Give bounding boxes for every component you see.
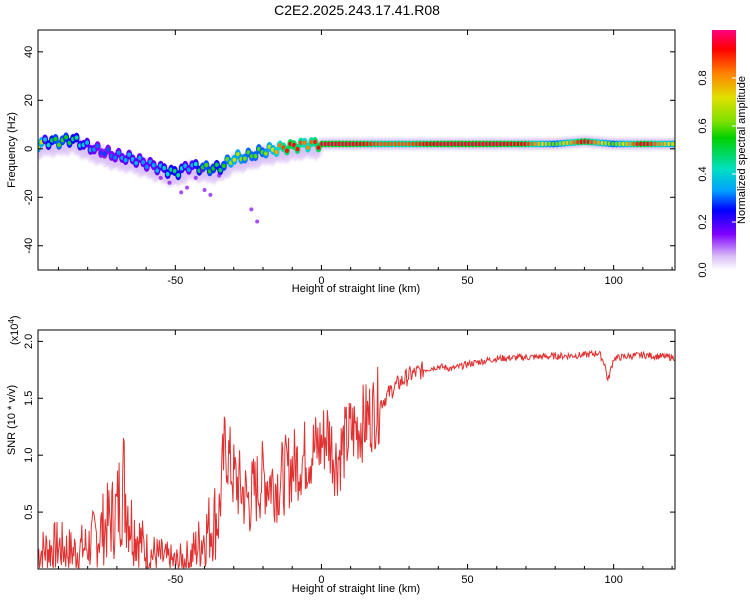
spectrogram-cell: [64, 135, 69, 140]
spectrogram-cell: [183, 163, 188, 168]
colorbar: 0.0 0.2 0.4 0.6 0.8 Normalized spectral ampl…: [697, 30, 748, 278]
spectrogram-marks: [38, 132, 675, 224]
spectrogram-cell: [162, 165, 167, 171]
snr-ytick-label: 0.5: [23, 504, 35, 519]
snr-xtick-label: -50: [167, 574, 183, 586]
spectrogram-ylabel: Frequency (Hz): [6, 112, 18, 188]
spectrogram-cell: [313, 139, 318, 145]
snr-ytick-label: 2.0: [23, 334, 35, 349]
spectrogram-cell: [57, 142, 62, 148]
spectrogram-cell: [214, 162, 219, 168]
spectrogram-cell: [670, 141, 675, 147]
spectrogram-cell: [95, 143, 100, 149]
spectrogram-cell: [134, 160, 139, 166]
spectrogram-cell: [242, 156, 247, 161]
spectrogram-cell: [172, 168, 177, 174]
snr-series-line: [38, 349, 675, 569]
spectrogram-speckle: [185, 185, 190, 190]
figure-title: C2E2.2025.243.17.41.R08: [274, 2, 440, 18]
spectrogram-cell: [127, 152, 132, 157]
spectrogram-cell: [74, 135, 79, 140]
snr-xtick-label: 50: [461, 574, 473, 586]
spectrogram-cell: [316, 145, 321, 150]
spectrogram-xtick-label: 50: [461, 275, 473, 287]
spectrogram-cell: [141, 160, 146, 165]
spectrogram-cell: [204, 162, 209, 168]
spectrogram-cell: [85, 140, 90, 145]
spectrogram-speckle: [249, 207, 254, 212]
colorbar-tick-label: 0.6: [697, 118, 709, 133]
colorbar-gradient: [712, 30, 736, 270]
spectrogram-cell: [165, 171, 170, 177]
spectrogram-cell: [221, 163, 226, 169]
spectrogram-speckle: [202, 188, 207, 192]
spectrogram-cell: [253, 153, 258, 159]
spectrogram-cell: [67, 140, 72, 146]
spectrogram-xlabel: Height of straight line (km): [292, 283, 420, 295]
spectrogram-ytick-label: -20: [23, 189, 35, 205]
colorbar-ticks: 0.0 0.2 0.4 0.6 0.8: [697, 70, 736, 278]
spectrogram-ytick-label: 20: [23, 94, 35, 106]
snr-ticks: -50 0 50 100 0.5 1.0 1.5 2.0: [23, 330, 675, 586]
snr-ylabel: SNR (10 * v/v): [6, 385, 18, 455]
spectrogram-cell: [193, 161, 198, 167]
spectrogram-speckle: [255, 219, 260, 224]
spectrogram-cell: [106, 147, 111, 152]
spectrogram-xtick-label: 0: [318, 275, 324, 287]
spectrogram-cell: [113, 155, 118, 160]
spectrogram-speckle: [179, 190, 184, 195]
spectrogram-cell: [274, 149, 279, 155]
spectrogram-speckle: [167, 180, 172, 185]
snr-xlabel: Height of straight line (km): [292, 583, 420, 595]
spectrogram-ytick-label: 0: [23, 146, 35, 152]
spectrogram-cell: [137, 155, 142, 161]
spectrogram-panel: -50 0 50 100 -40 -20 0 20 40 Height of straight …: [6, 29, 676, 295]
colorbar-tick-label: 0.2: [697, 214, 709, 229]
spectrogram-speckle: [199, 168, 204, 173]
spectrogram-axes-frame: [37, 29, 676, 271]
spectrogram-cell: [144, 164, 149, 170]
spectrogram-cell: [284, 148, 289, 153]
spectrogram-cell: [302, 140, 307, 145]
spectrogram-cell: [123, 157, 128, 163]
spectrogram-speckle: [158, 175, 163, 180]
spectrogram-cell: [102, 151, 107, 156]
spectrogram-cell: [176, 173, 181, 178]
spectrogram-cell: [53, 136, 58, 142]
spectrogram-xtick-label: -50: [167, 275, 183, 287]
colorbar-tick-label: 0.8: [697, 70, 709, 85]
spectrogram-xtick-label: 100: [604, 275, 622, 287]
spectrogram-ytick-label: -40: [23, 238, 35, 254]
spectrogram-speckle: [193, 175, 198, 180]
spectrogram-speckle: [217, 173, 222, 178]
spectrogram-ticks: -50 0 50 100 -40 -20 0 20 40: [23, 30, 675, 287]
snr-xtick-label: 0: [318, 574, 324, 586]
spectrogram-cell: [43, 137, 48, 142]
snr-ytick-label: 1.0: [23, 448, 35, 463]
spectrogram-cell: [155, 168, 160, 173]
colorbar-tick-label: 0.4: [697, 166, 709, 181]
spectrogram-cell: [235, 151, 240, 157]
snr-axes-frame: [37, 329, 676, 570]
spectrogram-cell: [305, 145, 310, 150]
spectrogram-cell: [295, 146, 300, 152]
colorbar-tick-label: 0.0: [697, 262, 709, 277]
spectrogram-ytick-label: 40: [23, 46, 35, 58]
snr-panel: -50 0 50 100 0.5 1.0 1.5 2.0 Height of straight…: [6, 315, 676, 595]
snr-ytick-label: 1.5: [23, 391, 35, 406]
spectrogram-cell: [218, 167, 223, 173]
spectrogram-cell: [232, 157, 237, 162]
colorbar-label: Normalized spectral amplitude: [736, 76, 748, 224]
spectrogram-cell: [46, 142, 51, 148]
spectrogram-cell: [263, 151, 268, 156]
spectrogram-speckle: [208, 192, 213, 197]
snr-xtick-label: 100: [604, 574, 622, 586]
snr-multiplier: (x104): [7, 315, 21, 345]
spectrogram-cell: [186, 167, 191, 173]
spectrogram-cell: [116, 150, 121, 155]
spectrogram-cell: [291, 142, 296, 148]
spectrogram-cell: [151, 162, 156, 168]
